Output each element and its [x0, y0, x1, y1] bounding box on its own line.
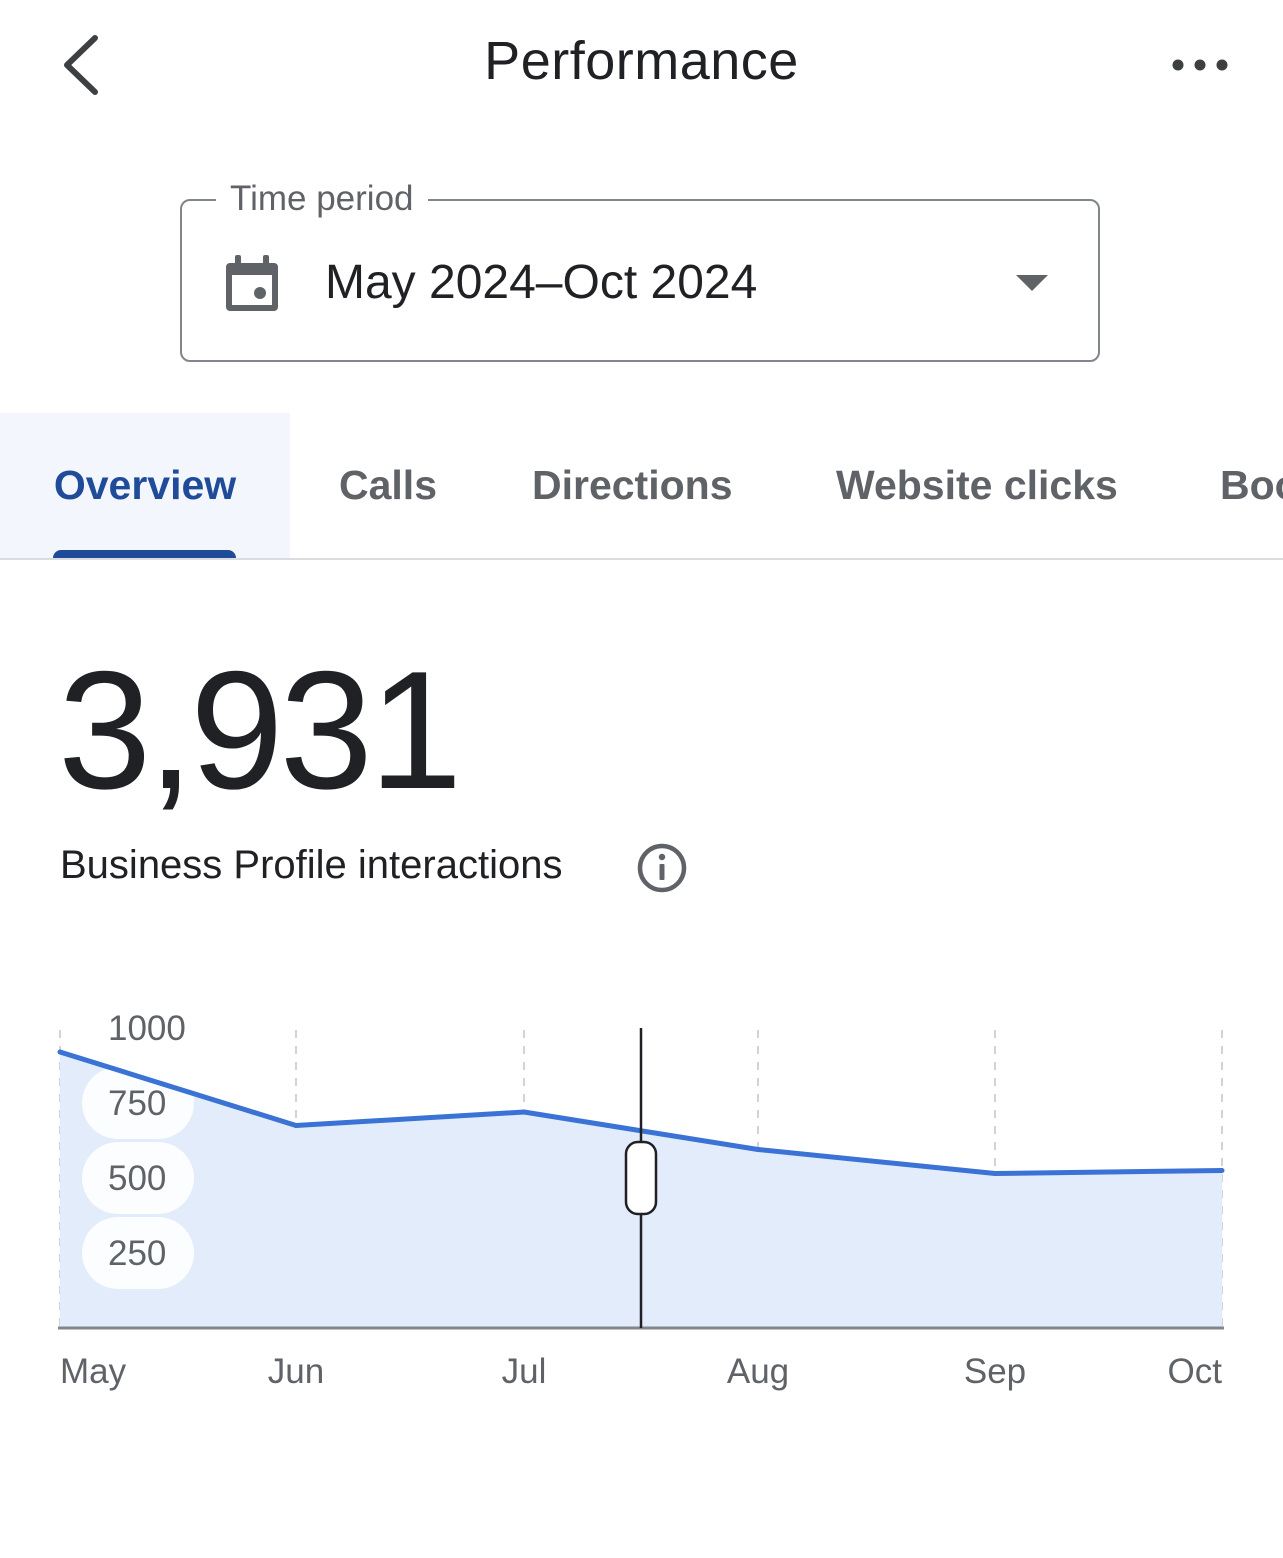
interactions-chart[interactable]: 1000 750 500 250 May Jun Jul Aug Sep Oct [0, 990, 1283, 1420]
tab-website-clicks[interactable]: Website clicks [836, 413, 1118, 558]
x-tick-label: Oct [1168, 1352, 1223, 1391]
y-tick-label: 1000 [108, 1009, 186, 1048]
x-tick-label: Jul [502, 1352, 547, 1391]
total-interactions-value: 3,931 [58, 636, 462, 824]
tab-label: Bookings [1220, 462, 1283, 508]
x-tick-label: May [60, 1352, 127, 1391]
more-options-button[interactable] [1160, 30, 1240, 100]
x-tick-label: Sep [964, 1352, 1026, 1391]
tab-overview[interactable]: Overview [0, 413, 290, 558]
back-button[interactable] [40, 20, 130, 110]
y-tick-pill [82, 1142, 194, 1214]
data-point-aug [755, 1147, 761, 1152]
tab-label: Overview [53, 462, 237, 508]
y-tick-pill [82, 1217, 194, 1289]
tab-label: Website clicks [836, 462, 1118, 508]
y-tick-label: 250 [108, 1234, 166, 1273]
x-tick-label: Aug [727, 1352, 789, 1391]
info-icon[interactable] [636, 842, 688, 894]
metric-label: Business Profile interactions [60, 843, 563, 887]
time-period-value: May 2024–Oct 2024 [325, 256, 758, 309]
chevron-left-icon [64, 35, 98, 95]
tab-directions[interactable]: Directions [532, 413, 733, 558]
data-point-jul [521, 1109, 527, 1115]
time-period-dropdown[interactable]: Time period May 2024–Oct 2024 [180, 177, 1100, 362]
tab-active-indicator [53, 550, 236, 558]
data-point-oct [1219, 1168, 1225, 1173]
tab-label: Directions [532, 462, 733, 508]
calendar-icon [226, 255, 278, 311]
data-point-jun [293, 1123, 299, 1128]
page-title: Performance [484, 31, 799, 91]
data-point-sep [992, 1171, 998, 1176]
y-tick-label: 750 [108, 1084, 166, 1123]
x-tick-label: Jun [268, 1352, 324, 1391]
app-bar: Performance [0, 0, 1283, 130]
more-horizontal-icon [1172, 59, 1228, 71]
caret-down-icon [1016, 275, 1048, 291]
tab-bar: Overview Calls Directions Website clicks… [0, 413, 1283, 560]
tab-bookings[interactable]: Bookings [1220, 413, 1283, 558]
tab-label: Calls [339, 462, 437, 508]
data-point-may [57, 1049, 63, 1055]
time-period-label: Time period [216, 177, 428, 221]
chart-cursor-handle[interactable] [624, 1140, 658, 1216]
tab-calls[interactable]: Calls [339, 413, 437, 558]
y-tick-label: 500 [108, 1159, 166, 1198]
